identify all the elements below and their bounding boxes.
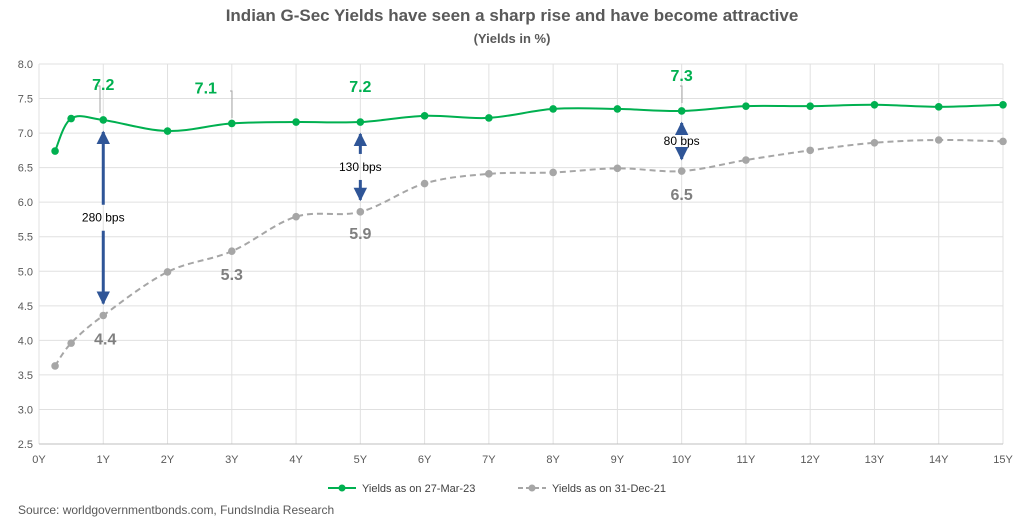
data-point — [870, 138, 879, 147]
yield-chart: Indian G-Sec Yields have seen a sharp ri… — [18, 6, 1014, 495]
data-point — [99, 116, 108, 124]
data-point — [99, 311, 108, 320]
y-tick-label: 7.0 — [18, 128, 33, 140]
data-point — [999, 137, 1007, 146]
source-note: Source: worldgovernmentbonds.com, FundsI… — [18, 503, 335, 517]
data-point — [420, 179, 429, 188]
data-point — [613, 105, 622, 113]
data-point — [51, 362, 59, 370]
spread-label: 130 bps — [339, 160, 382, 174]
x-tick-label: 13Y — [865, 454, 885, 466]
x-tick-label: 11Y — [737, 454, 756, 466]
spread-label: 280 bps — [82, 211, 125, 225]
data-point — [356, 118, 365, 126]
x-tick-label: 12Y — [800, 454, 820, 466]
legend-label-0: Yields as on 27-Mar-23 — [362, 483, 475, 495]
data-point — [613, 164, 622, 173]
data-label: 7.2 — [349, 79, 371, 96]
legend-marker-0 — [338, 484, 346, 492]
x-tick-label: 14Y — [929, 454, 949, 466]
data-label: 5.3 — [221, 267, 243, 284]
chart-subtitle: (Yields in %) — [474, 31, 551, 46]
data-point — [742, 156, 750, 164]
axes: 2.5 3.0 3.5 4.0 4.5 5.0 5.5 6.0 6.5 7.0 7.5 8.0 0Y 1Y… — [18, 59, 1014, 466]
gridlines — [38, 63, 1004, 445]
x-tick-label: 9Y — [611, 454, 625, 466]
y-tick-label: 6.0 — [18, 197, 33, 209]
y-tick-label: 4.0 — [18, 335, 33, 347]
data-labels: 7.2 7.1 7.2 7.3 4.4 5.3 5.9 6.5 — [92, 68, 693, 349]
data-label: 7.3 — [671, 68, 693, 85]
legend: Yields as on 27-Mar-23 Yields as on 31-De… — [328, 483, 666, 495]
y-tick-label: 3.0 — [18, 404, 33, 416]
y-tick-label: 5.0 — [18, 266, 33, 278]
data-label: 7.1 — [195, 80, 217, 97]
data-point — [934, 136, 943, 144]
data-point — [163, 268, 172, 276]
legend-marker-1 — [528, 484, 536, 492]
series-lines — [51, 100, 1007, 370]
data-point — [934, 103, 943, 111]
data-point — [549, 168, 557, 177]
data-point — [356, 208, 365, 216]
legend-label-1: Yields as on 31-Dec-21 — [552, 483, 666, 495]
data-point — [742, 102, 750, 110]
label-leader-line — [230, 90, 233, 118]
data-point — [228, 119, 236, 128]
x-tick-label: 1Y — [97, 454, 111, 466]
x-tick-label: 6Y — [418, 454, 432, 466]
y-tick-label: 8.0 — [18, 59, 33, 71]
data-point — [806, 146, 814, 155]
chart-title: Indian G-Sec Yields have seen a sharp ri… — [226, 6, 799, 25]
x-tick-label: 10Y — [672, 454, 692, 466]
data-point — [485, 170, 493, 178]
y-tick-label: 6.5 — [18, 163, 33, 175]
data-point — [292, 118, 300, 126]
y-tick-label: 7.5 — [18, 94, 33, 106]
data-point — [67, 114, 75, 123]
data-point — [163, 127, 172, 135]
data-point — [292, 212, 300, 221]
x-tick-label: 5Y — [354, 454, 368, 466]
data-label: 5.9 — [349, 226, 371, 243]
data-point — [51, 147, 59, 155]
y-tick-label: 5.5 — [18, 232, 33, 244]
annotations: 280 bps 130 bps 80 bps — [82, 85, 700, 305]
data-point — [806, 102, 814, 110]
y-tick-label: 3.5 — [18, 370, 33, 382]
x-tick-label: 7Y — [482, 454, 496, 466]
data-label: 6.5 — [671, 187, 693, 204]
spread-label: 80 bps — [664, 134, 700, 148]
y-tick-label: 4.5 — [18, 301, 33, 313]
x-tick-label: 0Y — [32, 454, 46, 466]
data-point — [677, 167, 686, 175]
x-tick-label: 3Y — [225, 454, 239, 466]
data-label: 7.2 — [92, 77, 114, 94]
series-line-1 — [54, 138, 1004, 367]
data-point — [549, 105, 557, 113]
data-point — [67, 339, 75, 347]
data-point — [485, 114, 493, 122]
data-point — [677, 107, 686, 115]
data-point — [870, 100, 879, 109]
data-point — [420, 112, 429, 120]
y-tick-label: 2.5 — [18, 439, 33, 451]
x-tick-label: 15Y — [993, 454, 1013, 466]
x-tick-label: 8Y — [546, 454, 560, 466]
data-point — [999, 100, 1007, 109]
label-leader-line — [96, 85, 101, 113]
x-tick-label: 4Y — [289, 454, 303, 466]
x-tick-label: 2Y — [161, 454, 175, 466]
data-point — [228, 247, 236, 256]
data-label: 4.4 — [94, 331, 116, 348]
label-leader-line — [680, 85, 683, 103]
